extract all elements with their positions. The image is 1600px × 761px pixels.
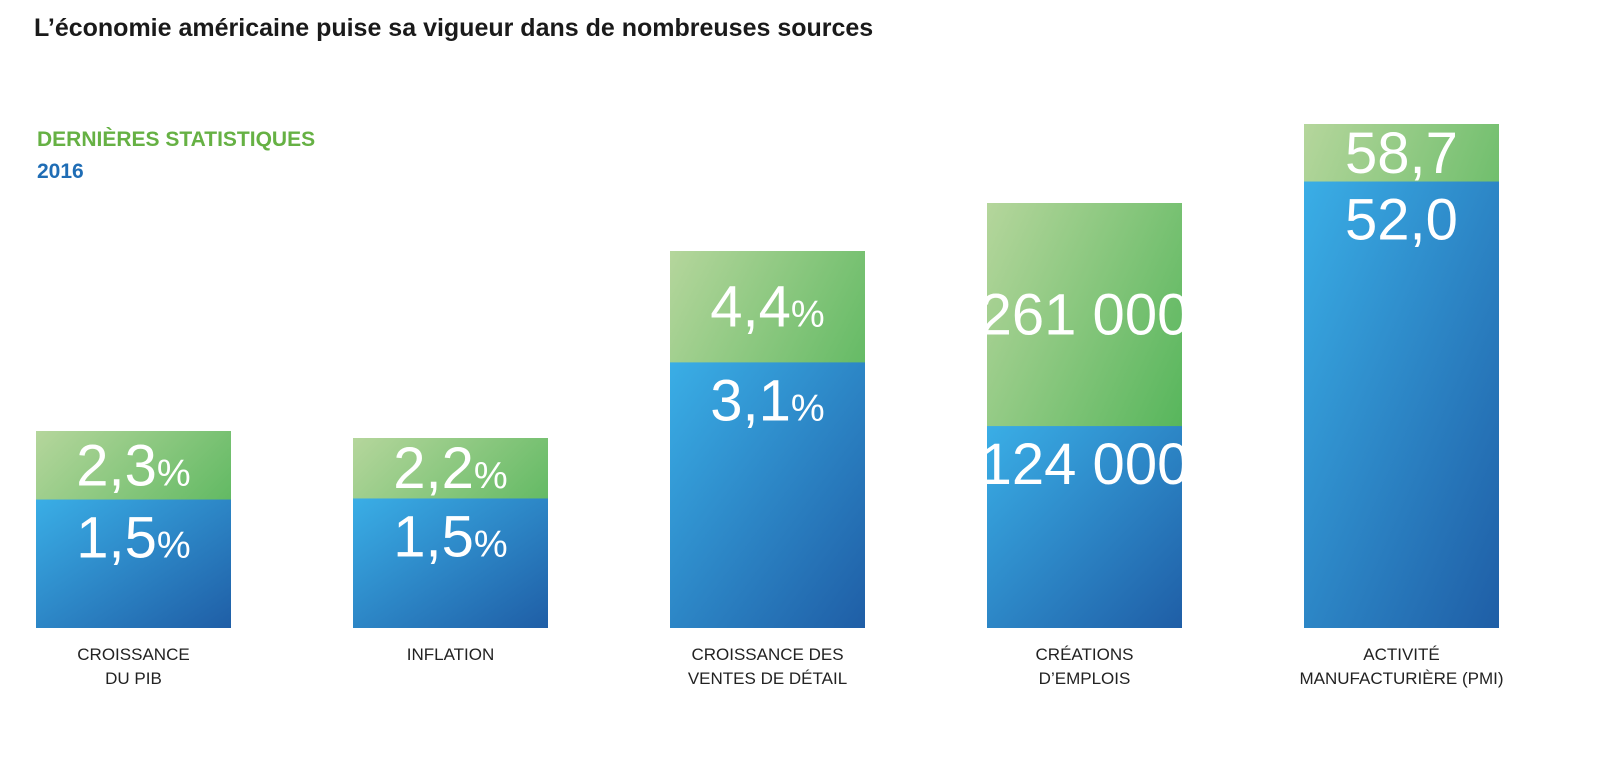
bar-group: 58,752,0 ACTIVITÉ MANUFACTURIÈRE (PMI) bbox=[1300, 121, 1504, 688]
bar-group: 261 000 124 000 CRÉATIONS D’EMPLOIS bbox=[980, 203, 1190, 688]
category-label: VENTES DE DÉTAIL bbox=[688, 669, 847, 688]
category-label: CROISSANCE bbox=[77, 645, 189, 664]
value-label-latest: 4,4% bbox=[710, 275, 824, 340]
value-label-latest: 261 000 bbox=[980, 283, 1190, 348]
category-label: INFLATION bbox=[407, 645, 495, 664]
value-label-2016: 52,0 bbox=[1345, 188, 1458, 253]
legend-2016: 2016 bbox=[37, 160, 84, 183]
bar-2016 bbox=[670, 362, 865, 628]
category-label: CROISSANCE DES bbox=[691, 645, 843, 664]
category-label: DU PIB bbox=[105, 669, 162, 688]
value-label-2016: 124 000 bbox=[980, 432, 1190, 497]
value-label-latest: 2,2% bbox=[393, 436, 507, 501]
category-label: ACTIVITÉ bbox=[1363, 645, 1440, 664]
value-label-latest: 2,3% bbox=[76, 433, 190, 498]
bar-2016 bbox=[353, 498, 548, 628]
value-label-2016: 1,5% bbox=[393, 504, 507, 569]
category-label: CRÉATIONS bbox=[1036, 645, 1134, 664]
bar-group: 2,2%1,5% INFLATION bbox=[353, 436, 548, 664]
value-label-latest: 58,7 bbox=[1345, 121, 1458, 186]
category-label: D’EMPLOIS bbox=[1039, 669, 1131, 688]
value-label-2016: 3,1% bbox=[710, 368, 824, 433]
bar-group: 4,4% 3,1% CROISSANCE DES VENTES DE DÉTAIL bbox=[670, 251, 865, 688]
value-label-2016: 1,5% bbox=[76, 506, 190, 571]
bar-2016 bbox=[987, 426, 1182, 628]
legend: DERNIÈRES STATISTIQUES 2016 bbox=[37, 124, 315, 188]
category-label: MANUFACTURIÈRE (PMI) bbox=[1300, 669, 1504, 688]
chart-title: L’économie américaine puise sa vigueur d… bbox=[34, 14, 874, 42]
bar-group: 2,3% 1,5% CROISSANCE DU PIB bbox=[36, 431, 231, 688]
legend-latest: DERNIÈRES STATISTIQUES bbox=[37, 128, 316, 151]
bar-2016 bbox=[1304, 181, 1499, 628]
bar-2016 bbox=[36, 499, 231, 628]
